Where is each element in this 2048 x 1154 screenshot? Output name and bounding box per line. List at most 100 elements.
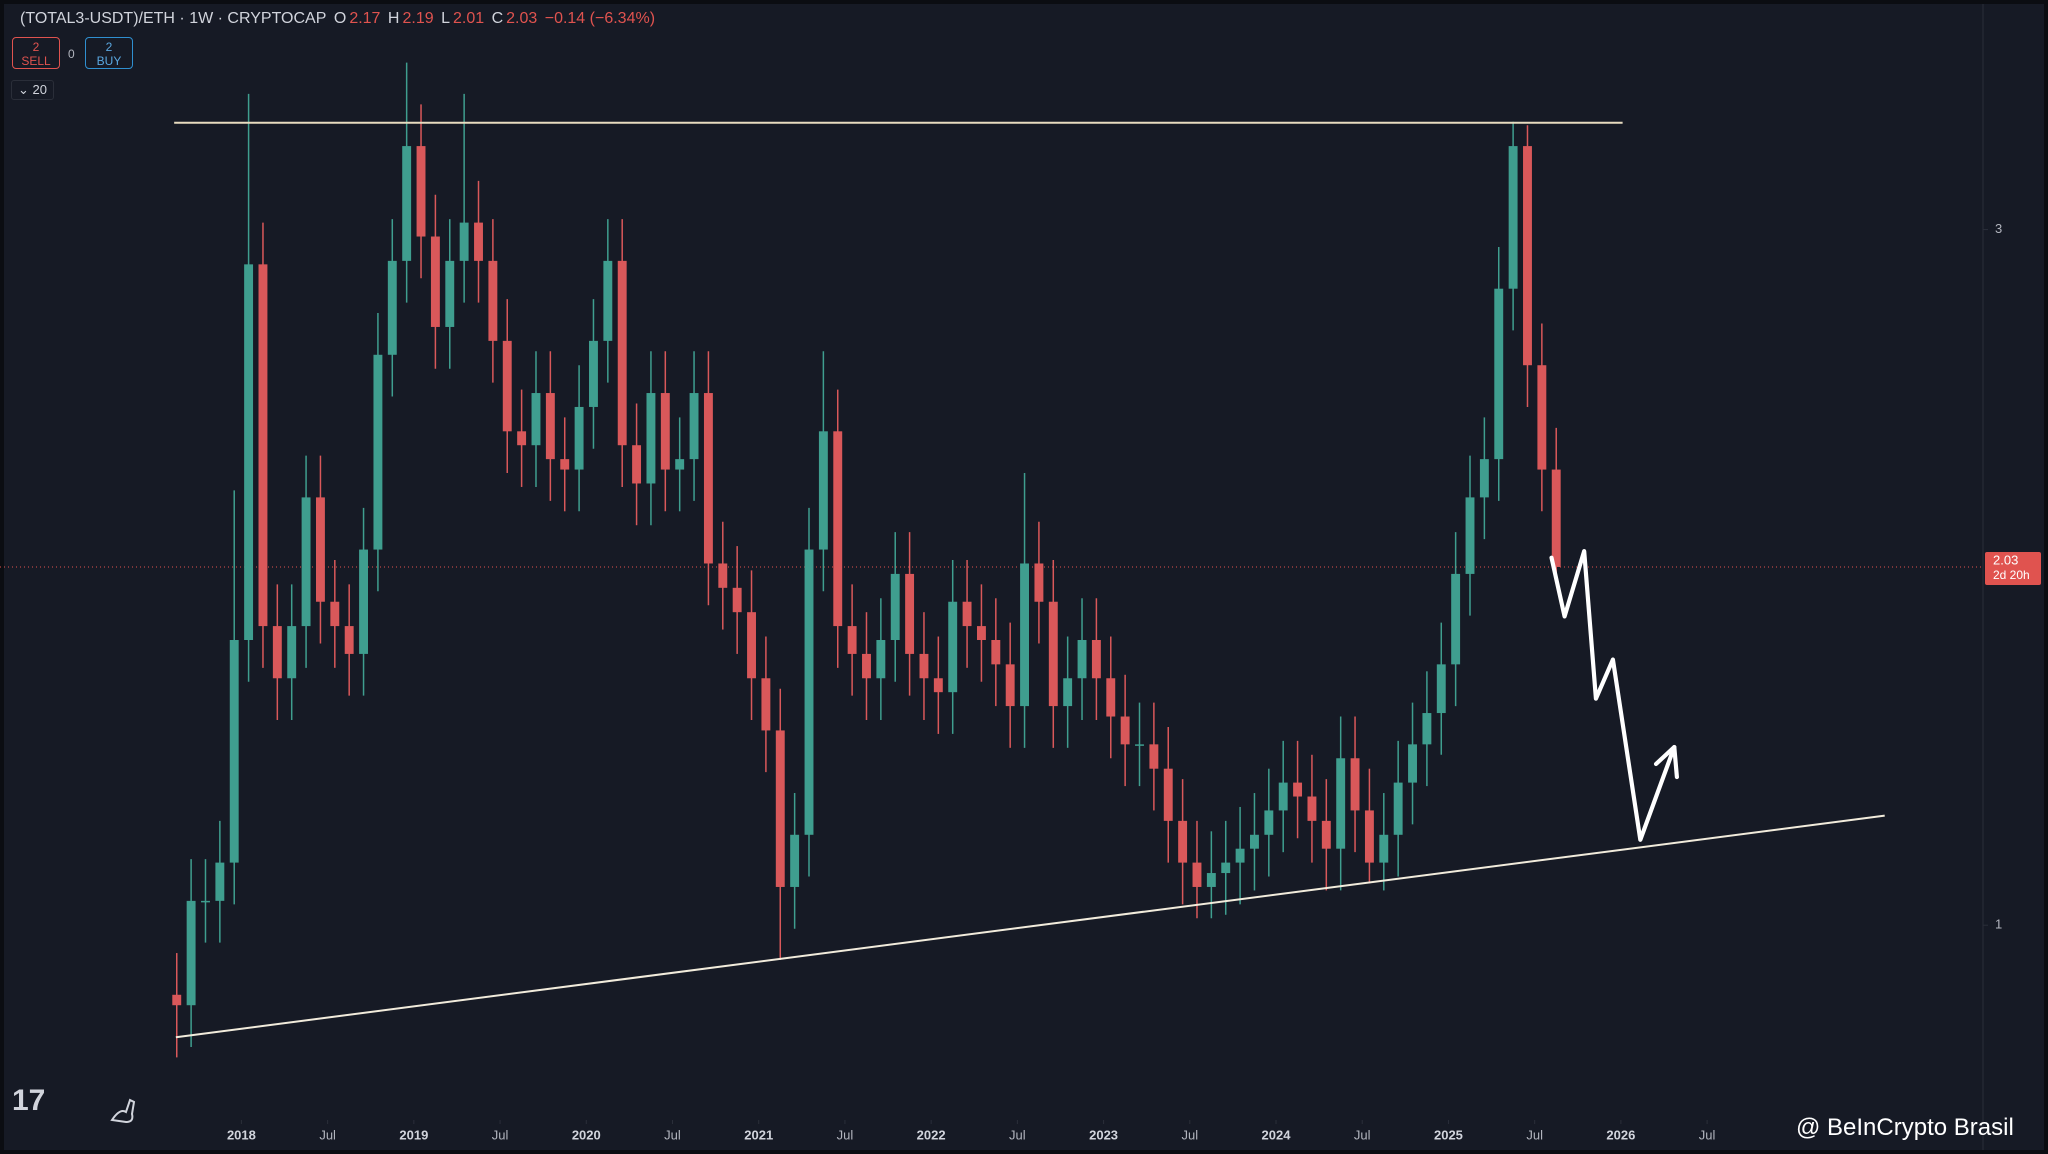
dino-icon: [110, 1098, 136, 1124]
x-tick-label: Jul: [1354, 1127, 1371, 1142]
candle-body: [1163, 768, 1173, 821]
candle-body: [560, 459, 570, 470]
candle-body: [1135, 744, 1144, 746]
candle-body: [1336, 758, 1346, 849]
x-tick-label: Jul: [1009, 1127, 1026, 1142]
projection-arrowhead: [1653, 744, 1679, 780]
candle-body: [1479, 459, 1489, 498]
sell-label: SELL: [21, 54, 51, 68]
candle-body: [258, 264, 268, 627]
candle-body: [1551, 469, 1561, 567]
candle-body: [1206, 873, 1216, 887]
candle-body: [1494, 288, 1504, 460]
candle-body: [718, 563, 728, 588]
candle-body: [747, 612, 756, 679]
candle-body: [689, 393, 699, 460]
x-tick-label: 2018: [227, 1127, 256, 1142]
candle-body: [1307, 796, 1317, 821]
candle-body: [1235, 848, 1245, 863]
x-tick-label: Jul: [664, 1127, 681, 1142]
spread: 0: [68, 47, 75, 61]
candle-body: [1293, 782, 1303, 797]
x-tick-label: 2021: [744, 1127, 773, 1142]
candle-body: [818, 431, 828, 550]
candle-body: [1250, 834, 1259, 849]
candle-body: [703, 393, 713, 564]
candle-body: [1321, 820, 1331, 849]
y-tick-label: 1: [1995, 917, 2002, 932]
candle-body: [991, 640, 1001, 665]
x-tick-label: 2022: [917, 1127, 946, 1142]
candle-body: [962, 601, 972, 627]
candle-body: [1048, 601, 1058, 707]
candle-body: [1436, 664, 1446, 714]
candle-body: [1063, 678, 1073, 707]
candle-body: [1422, 713, 1432, 745]
candle-body: [1408, 744, 1417, 783]
trend-line: [175, 814, 1885, 1039]
sell-button[interactable]: 2 SELL: [12, 37, 60, 69]
candle-body: [459, 222, 469, 261]
ohlc-value: 2.17: [349, 10, 381, 27]
candle-body: [244, 264, 254, 640]
candle-body: [933, 678, 943, 693]
candle-body: [1364, 810, 1374, 863]
candle-body: [272, 626, 282, 679]
ohlc-value: 2.03: [506, 10, 538, 27]
candle-body: [905, 573, 915, 654]
candle-body: [531, 393, 541, 446]
buy-label: BUY: [96, 54, 122, 68]
candle-body: [1465, 497, 1475, 574]
candle-body: [1192, 862, 1202, 887]
change: −0.14 (−6.34%): [544, 10, 656, 27]
candle-body: [732, 587, 742, 613]
x-tick-label: 2025: [1434, 1127, 1463, 1142]
candle-body: [632, 445, 642, 484]
candle-body: [1393, 782, 1403, 835]
candle-body: [344, 626, 354, 654]
candle-body: [1077, 640, 1087, 679]
candle-body: [330, 601, 340, 627]
candle-body: [1020, 563, 1030, 707]
candle-body: [1091, 640, 1101, 679]
candle-body: [287, 626, 297, 679]
candle-body: [1523, 146, 1532, 366]
candle-body: [862, 653, 871, 679]
price-label: 2.03: [1993, 552, 2018, 567]
candle-body: [646, 393, 656, 484]
candle-body: [775, 730, 785, 887]
candle-body: [617, 260, 627, 446]
candle-body: [833, 431, 843, 627]
projection-path: [1549, 549, 1677, 842]
candle-body: [876, 640, 886, 679]
ohlc-label: O: [333, 10, 347, 27]
x-tick-label: 2026: [1606, 1127, 1635, 1142]
price-countdown: 2d 20h: [1993, 568, 2030, 582]
candle-body: [488, 260, 498, 341]
candle-body: [675, 459, 685, 470]
candle-body: [847, 626, 857, 654]
candle-body: [387, 260, 397, 355]
candle-body: [1106, 678, 1116, 717]
ohlc-value: 2.01: [452, 10, 485, 27]
candle-body: [1264, 810, 1274, 835]
candle-body: [545, 393, 555, 460]
candle-body: [804, 549, 814, 835]
candle-body: [502, 340, 512, 432]
buy-button[interactable]: 2 BUY: [85, 37, 133, 69]
candle-body: [229, 640, 239, 863]
candle-body: [1005, 664, 1015, 707]
candle-body: [416, 146, 426, 237]
candle-body: [790, 834, 800, 887]
candle-body: [761, 678, 771, 731]
x-tick-label: 2020: [572, 1127, 601, 1142]
candle-body: [474, 222, 483, 261]
candle-body: [919, 653, 929, 679]
x-tick-label: 2024: [1262, 1127, 1292, 1142]
candle-body: [1379, 834, 1389, 863]
indicator-toggle[interactable]: ⌄ 20: [11, 80, 54, 100]
candle-body: [1508, 146, 1518, 289]
tv-logo: 17: [12, 1084, 45, 1117]
x-tick-label: Jul: [319, 1127, 336, 1142]
